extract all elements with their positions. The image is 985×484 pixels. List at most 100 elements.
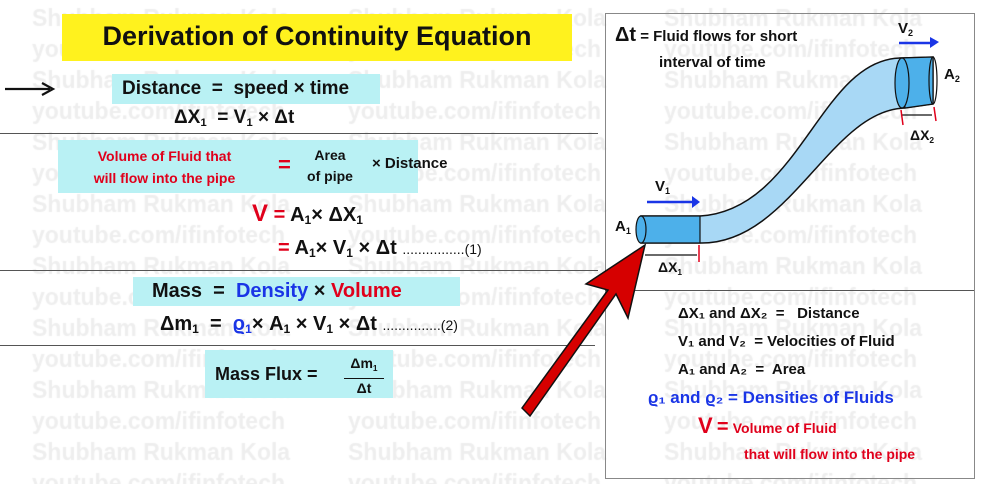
mass-equation: Mass = Density × Volume: [152, 280, 402, 303]
pipe-panel: [605, 13, 975, 479]
numerator: Δm: [350, 355, 373, 371]
subscript: 1: [283, 322, 291, 336]
outlet-end: [928, 56, 938, 105]
dx1-equation: ΔX1 = V1 × Δt: [174, 107, 294, 129]
pipe-body: [640, 56, 934, 244]
divider: [0, 133, 598, 134]
mass-flux-fraction: Δm1 Δt: [344, 354, 384, 398]
equals: =: [211, 78, 223, 99]
legend-velocity: V₁ and V₂ = Velocities of Fluid: [678, 328, 915, 356]
dx-term: × ΔX: [311, 204, 357, 226]
volume-definition: Volume of Fluid that will flow into the …: [62, 145, 267, 189]
pointer-arrow-icon: [5, 82, 56, 96]
dm-symbol: Δm: [160, 313, 193, 335]
denominator: Δt: [356, 380, 372, 396]
mass-flux-label: Mass Flux =: [215, 364, 318, 384]
mass-flux-box: [205, 350, 393, 398]
subscript: 1: [304, 213, 312, 227]
equals: =: [716, 416, 729, 438]
a-symbol: A: [294, 237, 309, 259]
subscript: 2: [929, 135, 935, 145]
inlet-section: [640, 215, 701, 244]
title-background: [62, 14, 572, 61]
legend-volume: V = Volume of Fluid: [698, 412, 915, 443]
v-term: × V: [315, 237, 347, 259]
page-title: Derivation of Continuity Equation: [102, 21, 532, 51]
equation-ref-2: ...............(2): [382, 317, 458, 333]
legend-term: ΔX₁ and ΔX₂: [678, 305, 768, 322]
times: ×: [313, 280, 326, 302]
legend-density: ϱ₁ and ϱ₂ = Densities of Fluids: [648, 384, 915, 412]
subscript: 1: [625, 226, 631, 236]
v1-arrowhead: [692, 196, 700, 208]
subscript: 1: [308, 246, 316, 260]
legend-term: ϱ₁ and ϱ₂: [648, 388, 724, 407]
dx-symbol: ΔX: [174, 107, 201, 128]
area-line2: of pipe: [307, 168, 353, 184]
legend-distance: ΔX₁ and ΔX₂ = Distance: [678, 300, 915, 328]
mass-box: [133, 277, 460, 306]
subscript: 1: [677, 267, 683, 277]
dx-symbol: ΔX: [910, 127, 930, 143]
volume-label: Volume: [331, 280, 402, 302]
equals: =: [213, 280, 225, 302]
dt-definition: Δt = Fluid flows for short interval of t…: [615, 22, 797, 76]
dt-term: × Δt: [257, 107, 295, 128]
v2-arrowhead: [930, 37, 939, 48]
a1-label: A1: [615, 218, 631, 236]
subscript: 2: [908, 28, 914, 38]
dx1-label: ΔX1: [658, 259, 682, 277]
legend-meaning: Volume of Fluid: [732, 420, 837, 436]
subscript: 1: [356, 213, 363, 227]
dt-term: × Δt: [338, 313, 377, 335]
equals: =: [273, 204, 286, 226]
a2-label: A2: [944, 66, 960, 84]
mass-label: Mass: [152, 280, 203, 302]
dt-def-line2: interval of time: [659, 54, 766, 71]
v-symbol: = V: [217, 107, 247, 128]
legend-volume-line2: that will flow into the pipe: [744, 446, 916, 462]
times-distance: × Distance: [372, 155, 448, 172]
a-symbol: A: [290, 204, 305, 226]
dx2-tick: [900, 109, 904, 126]
volume-line1: Volume of Fluid that: [97, 148, 232, 164]
dx2-tick: [933, 106, 937, 122]
subscript: 1: [246, 117, 253, 129]
area-line1: Area: [314, 147, 346, 163]
legend-meaning: Velocities of Fluid: [767, 333, 895, 350]
dt-term: × Δt: [358, 237, 397, 259]
legend-meaning: Distance: [797, 305, 860, 322]
dx-symbol: ΔX: [658, 259, 678, 275]
equals: =: [209, 313, 222, 335]
panel-divider: [605, 290, 974, 291]
legend: ΔX₁ and ΔX₂ = Distance V₁ and V₂ = Veloc…: [648, 300, 916, 465]
a-symbol: A: [615, 218, 626, 235]
a-symbol: A: [944, 66, 955, 83]
subscript: 1: [200, 117, 207, 129]
equals: =: [754, 333, 763, 350]
legend-area: A₁ and A₂ = Area: [678, 356, 915, 384]
subscript: 1: [346, 246, 353, 260]
distance-rhs: speed × time: [233, 78, 350, 99]
dx2-label: ΔX2: [910, 127, 934, 145]
divider: [0, 270, 598, 271]
outlet-face: [894, 57, 910, 109]
subscript: 1: [326, 322, 334, 336]
divider: [0, 345, 595, 346]
rho-symbol: ϱ: [232, 313, 246, 335]
equals: =: [755, 361, 765, 378]
v-symbol: V: [898, 20, 909, 37]
distance-label: Distance: [122, 78, 202, 99]
volume-equation-1: V = A1× ΔX1: [252, 200, 363, 228]
subscript: 1: [372, 363, 378, 373]
equals: =: [775, 305, 785, 322]
volume-equation-2: = A1× V1 × Δt ................(1): [278, 237, 482, 260]
subscript: 2: [954, 74, 960, 84]
legend-meaning: Densities of Fluids: [742, 388, 894, 407]
v-term: × V: [295, 313, 327, 335]
equals: =: [278, 152, 291, 177]
dm-equation: Δm1 = ϱ1× A1 × V1 × Δt ...............(2…: [160, 313, 458, 336]
subscript: 1: [192, 322, 199, 336]
legend-term: V: [698, 413, 713, 438]
